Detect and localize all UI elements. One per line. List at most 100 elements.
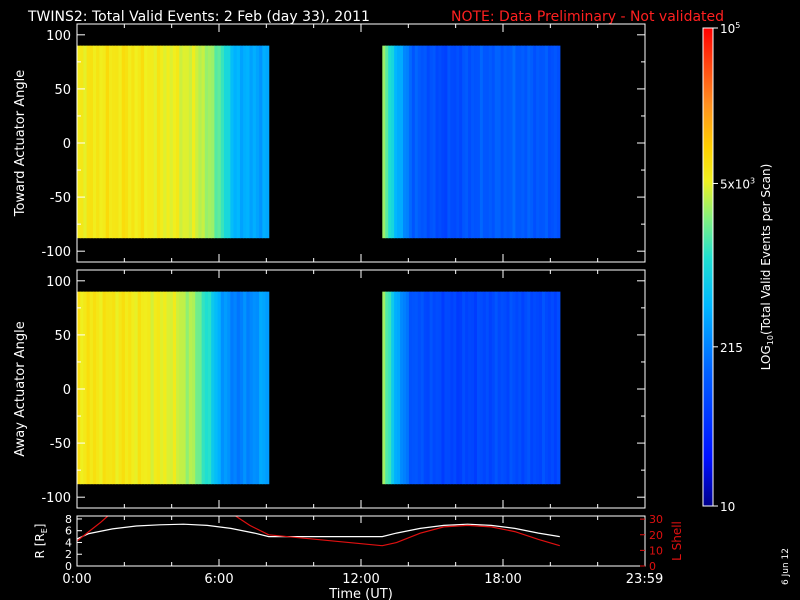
heatmap-column <box>252 45 257 239</box>
heatmap-column <box>92 45 97 239</box>
heatmap-column <box>524 291 528 485</box>
heatmap-column <box>220 291 225 485</box>
y-right-tick-label: 10 <box>649 544 663 557</box>
heatmap-column <box>105 45 110 239</box>
heatmap-column <box>556 291 561 485</box>
heatmap-column <box>400 291 404 485</box>
heatmap-column <box>518 45 522 239</box>
heatmap-column <box>515 45 519 239</box>
x-tick-label: 12:00 <box>342 572 379 587</box>
heatmap-column <box>488 291 493 485</box>
heatmap-column <box>429 291 434 485</box>
y-tick-label: 0 <box>63 137 71 152</box>
heatmap-column <box>553 45 558 239</box>
heatmap-column <box>388 291 392 485</box>
heatmap-column <box>172 45 177 239</box>
heatmap-column <box>450 291 454 485</box>
colorbar: 105 5x103 215 10 LOG10(Total Valid Events p… <box>702 21 775 514</box>
heatmap-column <box>236 291 241 485</box>
heatmap-column <box>89 291 94 485</box>
heatmap-column <box>453 291 457 485</box>
heatmap-column <box>77 291 81 485</box>
heatmap-column <box>172 291 177 485</box>
heatmap-column <box>134 291 139 485</box>
heatmap-column <box>124 291 129 485</box>
heatmap-column <box>83 291 88 485</box>
heatmap-column <box>160 291 164 485</box>
heatmap-column <box>420 291 425 485</box>
heatmap-column <box>259 45 263 239</box>
heatmap-column <box>509 291 514 485</box>
heatmap-column <box>441 291 446 485</box>
heatmap-column <box>391 45 395 239</box>
heatmap-column <box>96 45 100 239</box>
heatmap-column <box>479 291 484 485</box>
heatmap-column <box>124 45 129 239</box>
heatmap-column <box>426 291 431 485</box>
heatmap-column <box>262 291 267 485</box>
heatmap-column <box>547 45 552 239</box>
heatmap-column <box>211 291 215 485</box>
heatmap-column <box>468 45 472 239</box>
heatmap-column <box>108 45 113 239</box>
heatmap-column <box>176 291 180 485</box>
heatmap-column <box>108 291 113 485</box>
heatmap-column <box>444 291 448 485</box>
y-tick-label: -100 <box>41 245 71 260</box>
heatmap-column <box>542 45 546 239</box>
heatmap-column <box>153 45 158 239</box>
heatmap-column <box>230 45 235 239</box>
heatmap-column <box>394 45 398 239</box>
heatmap-column <box>497 45 502 239</box>
l-shell-trace <box>235 516 560 547</box>
heatmap-column <box>118 291 123 485</box>
heatmap-column <box>494 45 499 239</box>
heatmap-column <box>214 45 219 239</box>
x-tick-label: 23:59 <box>626 572 663 587</box>
heatmap-column <box>444 45 448 239</box>
heatmap-column <box>188 45 193 239</box>
toward-angle-panel: 100 50 0 -50 -100 Toward Actuator Angle <box>13 23 646 263</box>
heatmap-column <box>515 291 519 485</box>
heatmap-column <box>144 291 148 485</box>
heatmap-column <box>391 291 395 485</box>
heatmap-column <box>547 291 552 485</box>
heatmap-column <box>115 45 120 239</box>
heatmap-column <box>459 291 463 485</box>
heatmap-column <box>265 291 270 485</box>
heatmap-column <box>441 45 446 239</box>
x-tick-label: 18:00 <box>484 572 521 587</box>
heatmap-column <box>382 45 386 239</box>
heatmap-column <box>131 291 136 485</box>
heatmap-column <box>536 45 540 239</box>
heatmap-column <box>236 45 241 239</box>
heatmap-column <box>105 291 110 485</box>
heatmap-column <box>476 45 481 239</box>
heatmap-column <box>92 291 97 485</box>
r-trace <box>77 523 560 540</box>
heatmap-column <box>214 291 219 485</box>
colorbar-gradient <box>703 28 713 506</box>
heatmap-column <box>246 291 251 485</box>
heatmap-column <box>140 45 145 239</box>
heatmap-column <box>233 291 238 485</box>
heatmap-column <box>456 291 460 485</box>
heatmap-column <box>539 291 543 485</box>
heatmap-column <box>147 45 152 239</box>
heatmap-column <box>491 291 496 485</box>
heatmap-column <box>435 291 440 485</box>
heatmap-column <box>488 45 493 239</box>
heatmap-column <box>417 45 422 239</box>
y-tick-label: -50 <box>50 191 71 206</box>
away-angle-panel: 100 50 0 -50 -100 Away Actuator Angle <box>13 269 646 509</box>
heatmap-column <box>527 45 531 239</box>
heatmap-column <box>394 291 398 485</box>
panel-frame <box>76 515 646 567</box>
heatmap-column <box>128 45 132 239</box>
l-shell-axis-label: L Shell <box>670 521 684 561</box>
ephemeris-traces <box>77 516 560 547</box>
heatmap-column <box>518 291 522 485</box>
heatmap-column <box>432 291 437 485</box>
heatmap-column <box>249 291 254 485</box>
